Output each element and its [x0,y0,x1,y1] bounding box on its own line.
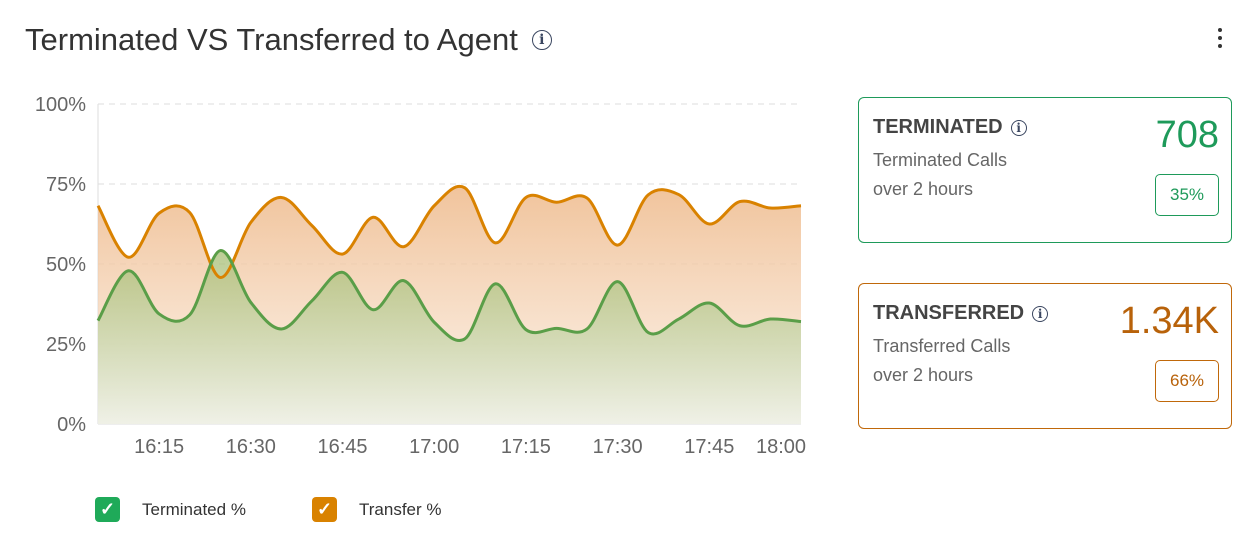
checkmark-icon[interactable]: ✓ [95,497,120,522]
card-subtitle-period: over 2 hours [873,365,974,385]
terminated-card: TERMINATED i Terminated Calls over 2 hours… [858,97,1232,243]
checkmark-icon[interactable]: ✓ [312,497,337,522]
transfer-point[interactable] [489,237,501,249]
card-value: 708 [1155,114,1219,156]
x-tick-label: 17:00 [409,436,459,458]
transfer-point[interactable] [275,191,287,203]
terminated-point[interactable] [214,245,226,257]
legend-item-terminated[interactable]: ✓ Terminated % [95,497,246,522]
info-icon[interactable]: i [1032,305,1049,322]
x-tick-label: 16:15 [134,436,184,458]
terminated-point[interactable] [734,320,746,332]
terminated-point[interactable] [306,295,318,307]
x-tick-label: 17:15 [501,436,551,458]
terminated-point[interactable] [92,315,104,327]
y-tick-label: 100% [35,94,86,116]
transfer-point[interactable] [398,241,410,253]
info-icon[interactable]: i [531,30,552,50]
transfer-point[interactable] [581,192,593,204]
transfer-point[interactable] [642,189,654,201]
x-tick-label: 16:30 [226,436,276,458]
terminated-point[interactable] [550,322,562,334]
terminated-line [96,249,802,342]
page-title: Terminated VS Transferred to Agent [25,22,518,57]
terminated-point[interactable] [612,276,624,288]
y-tick-label: 25% [46,334,86,356]
transfer-point[interactable] [612,239,624,251]
card-value: 1.34K [1119,300,1219,342]
transfer-point[interactable] [734,196,746,208]
area-chart: 0% 25% 50% 75% 100% 16:15 16:30 16:45 17:00 17:15… [35,94,807,458]
transfer-point[interactable] [795,200,807,212]
terminated-point[interactable] [337,266,349,278]
transfer-point[interactable] [520,191,532,203]
terminated-point[interactable] [764,313,776,325]
terminated-point[interactable] [642,326,654,338]
legend-label: Terminated % [142,499,246,519]
transferred-card: TRANSFERRED i Transferred Calls over 2 hou… [858,283,1232,429]
chart-title: Terminated VS Transferred to Agent i [25,22,552,58]
transfer-point[interactable] [214,271,226,283]
transfer-point[interactable] [703,218,715,230]
terminated-point[interactable] [428,316,440,328]
legend-item-transfer[interactable]: ✓ Transfer % [312,497,442,522]
transfer-point[interactable] [306,220,318,232]
terminated-point[interactable] [489,278,501,290]
percent-badge: 35% [1155,174,1219,216]
x-tick-label: 17:45 [684,436,734,458]
terminated-point[interactable] [184,309,196,321]
terminated-point[interactable] [581,323,593,335]
transfer-point[interactable] [428,200,440,212]
more-vertical-icon[interactable] [1210,28,1230,52]
card-subtitle: Terminated Calls [873,150,1008,170]
terminated-point[interactable] [245,296,257,308]
terminated-point[interactable] [795,316,807,328]
transfer-point[interactable] [673,189,685,201]
transfer-point[interactable] [459,182,471,194]
transfer-point[interactable] [245,216,257,228]
card-title: TERMINATED [873,116,1003,138]
transfer-point[interactable] [764,202,776,214]
percent-badge: 66% [1155,360,1219,402]
card-subtitle: Transferred Calls [873,336,1011,356]
card-title: TRANSFERRED [873,302,1025,324]
transfer-line [96,184,802,279]
transfer-point[interactable] [337,248,349,260]
x-tick-label: 16:45 [317,436,367,458]
transfer-point[interactable] [123,251,135,263]
transfer-point[interactable] [92,200,104,212]
terminated-point[interactable] [520,324,532,336]
terminated-point[interactable] [153,308,165,320]
transfer-point[interactable] [153,207,165,219]
terminated-point[interactable] [123,265,135,277]
terminated-point[interactable] [275,323,287,335]
terminated-point[interactable] [367,304,379,316]
transfer-point[interactable] [367,211,379,223]
info-icon[interactable]: i [1010,119,1027,136]
terminated-point[interactable] [673,313,685,325]
x-tick-label: 17:30 [593,436,643,458]
y-tick-label: 50% [46,254,86,276]
terminated-point[interactable] [459,333,471,345]
x-tick-label: 18:00 [756,436,806,458]
transfer-point[interactable] [550,196,562,208]
legend-label: Transfer % [359,499,442,519]
card-subtitle-period: over 2 hours [873,179,974,199]
y-tick-label: 75% [46,174,86,196]
terminated-point[interactable] [703,297,715,309]
transfer-point[interactable] [184,206,196,218]
terminated-point[interactable] [398,275,410,287]
y-tick-label: 0% [57,414,86,436]
